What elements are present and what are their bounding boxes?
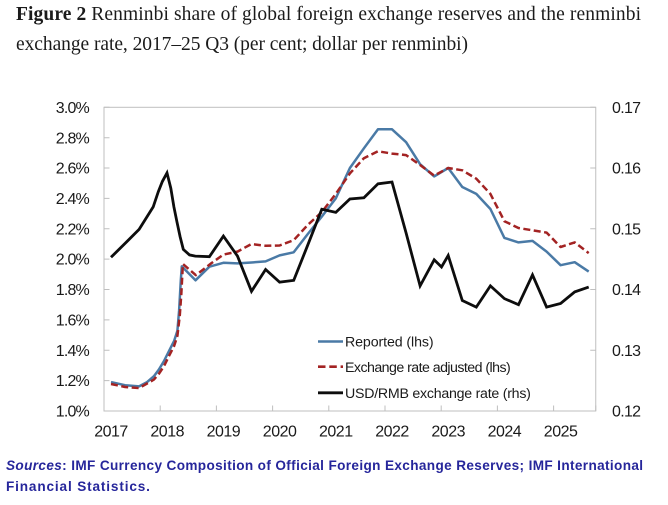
svg-text:2020: 2020 (263, 424, 297, 441)
svg-text:2021: 2021 (319, 424, 353, 441)
svg-text:USD/RMB exchange rate (rhs): USD/RMB exchange rate (rhs) (345, 386, 531, 402)
svg-text:1.8%: 1.8% (56, 282, 90, 299)
svg-text:0.17: 0.17 (612, 100, 641, 117)
svg-text:3.0%: 3.0% (56, 100, 90, 117)
svg-text:2022: 2022 (375, 424, 409, 441)
svg-text:1.2%: 1.2% (56, 373, 90, 390)
svg-text:1.0%: 1.0% (56, 404, 90, 421)
svg-text:0.14: 0.14 (612, 282, 641, 299)
svg-text:0.15: 0.15 (612, 221, 641, 238)
svg-text:Reported (lhs): Reported (lhs) (345, 335, 434, 351)
svg-text:2.2%: 2.2% (56, 221, 90, 238)
svg-text:2.4%: 2.4% (56, 191, 90, 208)
svg-text:2025: 2025 (544, 424, 578, 441)
svg-text:2.6%: 2.6% (56, 161, 90, 178)
svg-text:2023: 2023 (431, 424, 465, 441)
svg-text:0.16: 0.16 (612, 161, 641, 178)
svg-text:2017: 2017 (94, 424, 128, 441)
svg-text:Exchange rate adjusted (lhs): Exchange rate adjusted (lhs) (345, 360, 510, 376)
svg-text:2.0%: 2.0% (56, 252, 90, 269)
svg-text:1.4%: 1.4% (56, 343, 90, 360)
svg-text:0.13: 0.13 (612, 343, 641, 360)
svg-text:2.8%: 2.8% (56, 130, 90, 147)
svg-text:2018: 2018 (150, 424, 184, 441)
svg-text:2024: 2024 (488, 424, 522, 441)
svg-text:2019: 2019 (207, 424, 241, 441)
svg-text:0.12: 0.12 (612, 404, 641, 421)
svg-text:1.6%: 1.6% (56, 313, 90, 330)
